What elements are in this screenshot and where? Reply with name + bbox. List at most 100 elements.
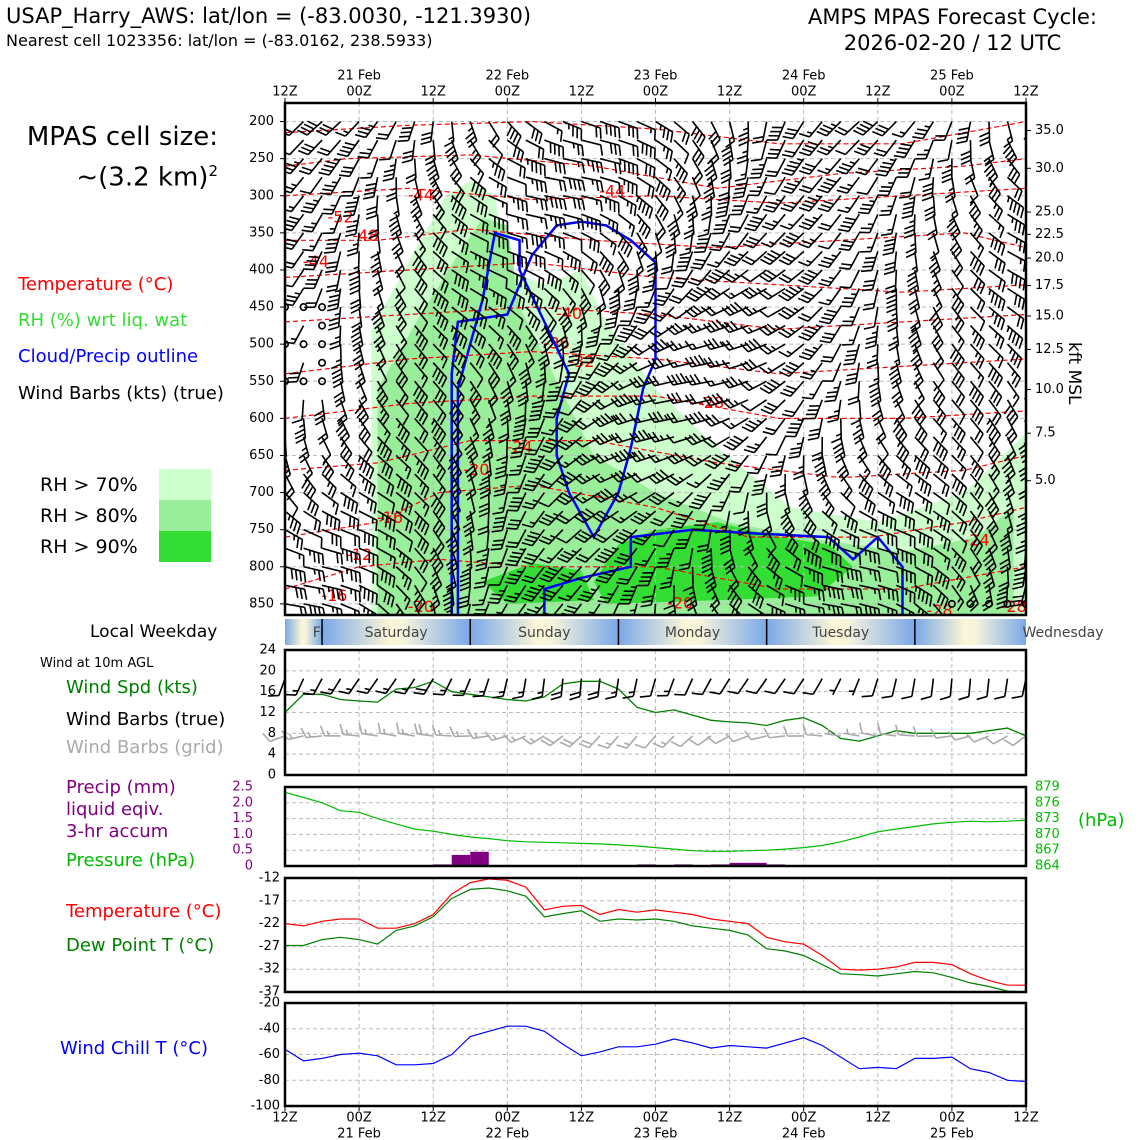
wind-barb-aloft-full	[730, 213, 742, 216]
wind-barb-aloft-staff	[673, 120, 690, 136]
wind-barb-aloft-full	[262, 241, 272, 251]
wind-barb-aloft-full	[576, 144, 580, 156]
wind-barb-aloft-staff	[599, 250, 614, 267]
wind-barb-aloft	[816, 120, 842, 137]
wind-barb-aloft	[318, 358, 327, 367]
wind-barb-aloft-full	[517, 391, 528, 398]
wind-barb-aloft-staff	[500, 529, 509, 550]
wind-barb-aloft-staff	[760, 139, 768, 160]
wind-barb-aloft-staff	[288, 120, 305, 137]
wind-barb-aloft-full	[675, 269, 687, 272]
wind-barb-aloft-full	[599, 221, 602, 232]
wind-barb-aloft-full	[333, 391, 344, 399]
wind-barb-aloft	[521, 547, 545, 565]
wind-barb-aloft-full	[354, 405, 363, 415]
wind-barb-aloft-half	[327, 586, 330, 593]
wind-barb-aloft-staff	[450, 529, 460, 549]
wind-barb-aloft	[580, 269, 596, 296]
wind-barb-aloft-full	[368, 233, 379, 240]
wind-barb-aloft-staff	[395, 454, 412, 470]
wind-barb-aloft-staff	[358, 306, 363, 328]
wind-barb-aloft-staff	[751, 417, 768, 433]
wind-barb-aloft-full	[461, 278, 466, 290]
wind-barb-aloft-full	[441, 377, 448, 388]
wind-barb-aloft-full	[653, 129, 656, 141]
wind-barb-aloft	[432, 603, 438, 615]
wind-barb-aloft-full	[400, 131, 412, 134]
wind-barb-aloft-full	[599, 200, 603, 212]
wind-barb-aloft-full	[439, 336, 445, 347]
nearest-cell-subtitle: Nearest cell 1023356: lat/lon = (-83.016…	[6, 31, 433, 50]
wind-barb-aloft-full	[325, 246, 337, 250]
wind-barb-aloft-full	[403, 483, 409, 495]
wind-barb-aloft-full	[738, 131, 749, 138]
wind-barb-aloft-full	[354, 503, 359, 515]
wind-barb-aloft-full	[303, 206, 314, 210]
wind-barb-aloft-full	[734, 187, 746, 191]
wind-barb-aloft-full	[476, 558, 488, 563]
wind-barb-aloft	[818, 288, 842, 306]
wind-barb-aloft-full	[577, 218, 580, 230]
wind-barb-aloft-staff	[395, 269, 406, 289]
wind-barb-aloft	[562, 232, 583, 251]
wind-barb-aloft-staff	[525, 120, 543, 135]
wind-barb-aloft-staff	[450, 585, 455, 606]
wind-barb-aloft-full	[439, 452, 447, 463]
wind-barb-aloft-full	[422, 433, 429, 444]
wind-barb-aloft-full	[822, 380, 834, 382]
wind-barb-aloft	[354, 399, 370, 427]
wind-barb-aloft-staff	[543, 269, 562, 282]
wind-barb-aloft-full	[358, 591, 361, 603]
wind-barb-aloft-full	[531, 234, 535, 246]
wind-barb-aloft	[506, 121, 522, 147]
wind-barb-aloft-full	[358, 427, 366, 437]
wind-barb-aloft	[386, 177, 398, 203]
wind-barb-aloft-full	[498, 218, 500, 230]
wind-barb-aloft-half	[500, 484, 506, 487]
wind-barb-aloft-full	[514, 424, 526, 428]
wind-barb-aloft	[469, 158, 485, 184]
wind-barb-aloft-staff	[306, 120, 323, 136]
wind-barb-aloft-staff	[932, 343, 945, 362]
wind-barb-aloft-full	[401, 447, 408, 459]
wind-barb-aloft-staff	[335, 251, 342, 272]
wind-barb-aloft-staff	[296, 362, 305, 382]
wind-barb-aloft-full	[395, 371, 404, 382]
wind-barb-aloft-full	[527, 431, 539, 434]
wind-barb-aloft-full	[440, 229, 447, 240]
wind-barb-aloft-full	[635, 185, 638, 196]
wind-barb-aloft	[297, 120, 323, 136]
wind-barb-aloft	[317, 139, 342, 156]
wind-barb-aloft-staff	[348, 158, 360, 177]
wind-barb-aloft	[623, 288, 638, 312]
wind-barb-aloft-full	[315, 129, 327, 136]
wind-barb-aloft-full	[465, 465, 475, 474]
wind-barb-aloft-full	[904, 224, 915, 230]
wind-barb-aloft-full	[595, 180, 600, 192]
wind-barb-aloft-full	[432, 367, 439, 378]
wind-barb-aloft-staff	[534, 436, 546, 456]
wind-barb-aloft-staff	[932, 417, 948, 435]
wind-barb-aloft-full	[540, 181, 543, 192]
wind-barb-aloft-full	[299, 190, 311, 195]
wind-barb-aloft-full	[476, 201, 481, 213]
wind-barb-aloft-calm	[299, 303, 308, 312]
wind-barb-aloft-full	[314, 414, 325, 422]
wind-barb-aloft-staff	[340, 547, 360, 556]
wind-barb-aloft	[507, 194, 529, 213]
wind-barb-aloft-full	[393, 539, 396, 551]
wind-barb-aloft-full	[347, 247, 358, 253]
wind-barb-aloft-full	[807, 437, 819, 441]
wind-barb-aloft-full	[386, 594, 392, 605]
wind-barb-aloft-half	[825, 501, 830, 507]
wind-barb-aloft-full	[502, 238, 505, 250]
wind-barb-aloft-half	[415, 330, 420, 336]
wind-barb-aloft-full	[642, 284, 654, 289]
wind-barb-aloft-half	[472, 431, 478, 437]
wind-barb-aloft	[285, 120, 305, 137]
wind-barb-aloft-full	[525, 258, 528, 269]
wind-barb-aloft-full	[299, 606, 304, 615]
wind-barb-aloft-full	[588, 284, 596, 296]
wind-barb-aloft-full	[394, 265, 404, 274]
wind-barb-aloft-full	[617, 202, 620, 214]
